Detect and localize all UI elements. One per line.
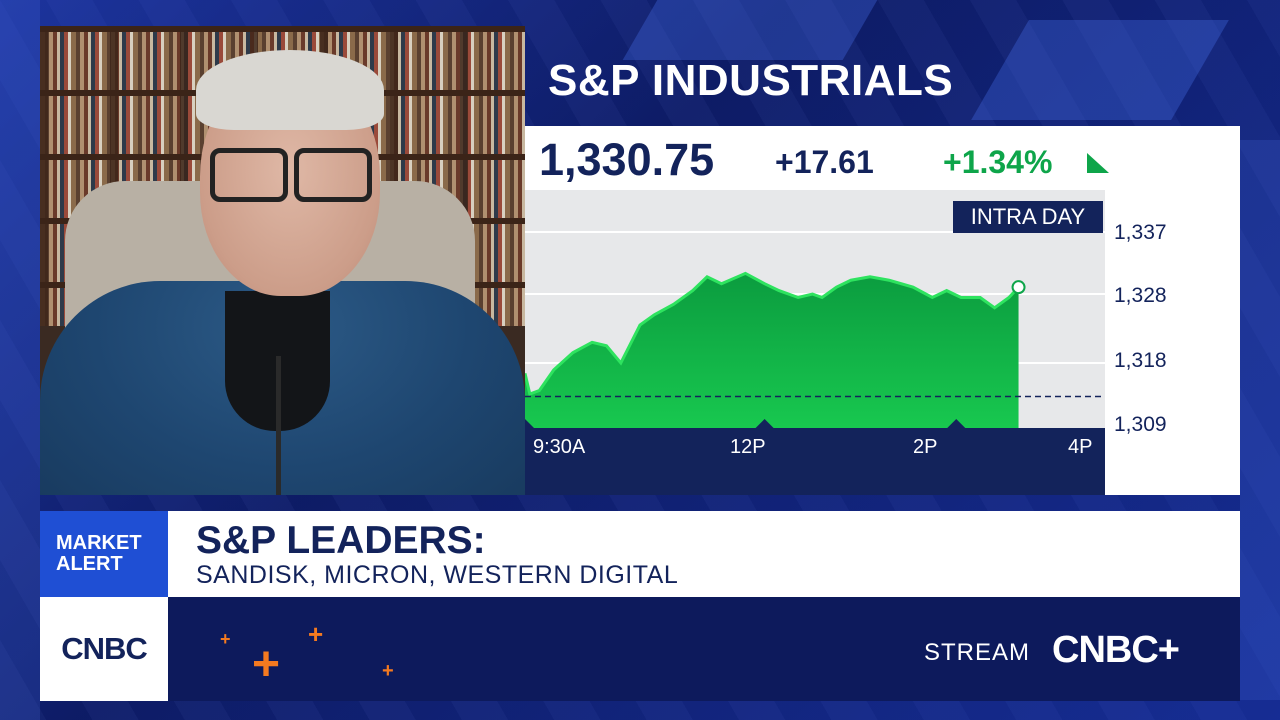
alert-line: ALERT [56, 553, 123, 575]
alert-line: MARKET [56, 532, 142, 554]
plus-icon: + [220, 629, 231, 649]
lower-third: S&P LEADERS: SANDISK, MICRON, WESTERN DI… [168, 511, 1240, 597]
last-point-marker [1011, 280, 1026, 295]
x-tick-marker [755, 419, 774, 428]
x-tick-label: 12P [730, 436, 766, 458]
promo-bar: + + + + STREAM CNBC+ [168, 597, 1240, 701]
x-tick-label: 2P [913, 436, 938, 458]
plus-icon: + [382, 660, 394, 682]
series-area [525, 273, 1019, 428]
logo-text: CNBC [61, 631, 148, 666]
x-tick-marker [947, 419, 966, 428]
cnbc-logo: CNBC [40, 597, 168, 701]
guest-video [40, 26, 525, 495]
plus-icon: + [252, 638, 281, 691]
bg-facet [971, 20, 1229, 120]
up-arrow-icon [1087, 153, 1109, 173]
price-change: +17.61 [775, 144, 874, 180]
x-tick-label: 9:30A [533, 436, 586, 458]
series-line [525, 271, 1020, 396]
y-tick-label: 1,328 [1114, 284, 1167, 307]
y-tick-label: 1,337 [1114, 221, 1167, 244]
intraday-chart [525, 190, 1105, 495]
stream-label: STREAM [924, 639, 1031, 666]
x-tick-label: 4P [1068, 436, 1093, 458]
x-tick-marker [525, 419, 534, 428]
intraday-badge: INTRA DAY [953, 201, 1103, 233]
bg-facet [0, 0, 40, 720]
quote-bar: 1,330.75 +17.61 +1.34% [525, 126, 1240, 190]
price-value: 1,330.75 [539, 134, 715, 185]
x-axis-band [525, 428, 1105, 495]
guest-glasses [210, 148, 372, 202]
subheadline: SANDISK, MICRON, WESTERN DIGITAL [196, 561, 679, 589]
cnbc-plus-logo: CNBC+ [1052, 629, 1180, 671]
percent-change: +1.34% [943, 144, 1053, 180]
bg-facet [1240, 140, 1280, 700]
y-tick-label: 1,309 [1114, 413, 1167, 436]
index-title: S&P INDUSTRIALS [548, 56, 954, 105]
guest-hair [196, 50, 384, 130]
headline: S&P LEADERS: [196, 519, 486, 562]
y-tick-label: 1,318 [1114, 349, 1167, 372]
plus-icon: + [308, 619, 324, 649]
bg-facet [622, 0, 878, 60]
sweater-zipper [276, 356, 281, 495]
market-alert-badge: MARKET ALERT [40, 511, 168, 597]
